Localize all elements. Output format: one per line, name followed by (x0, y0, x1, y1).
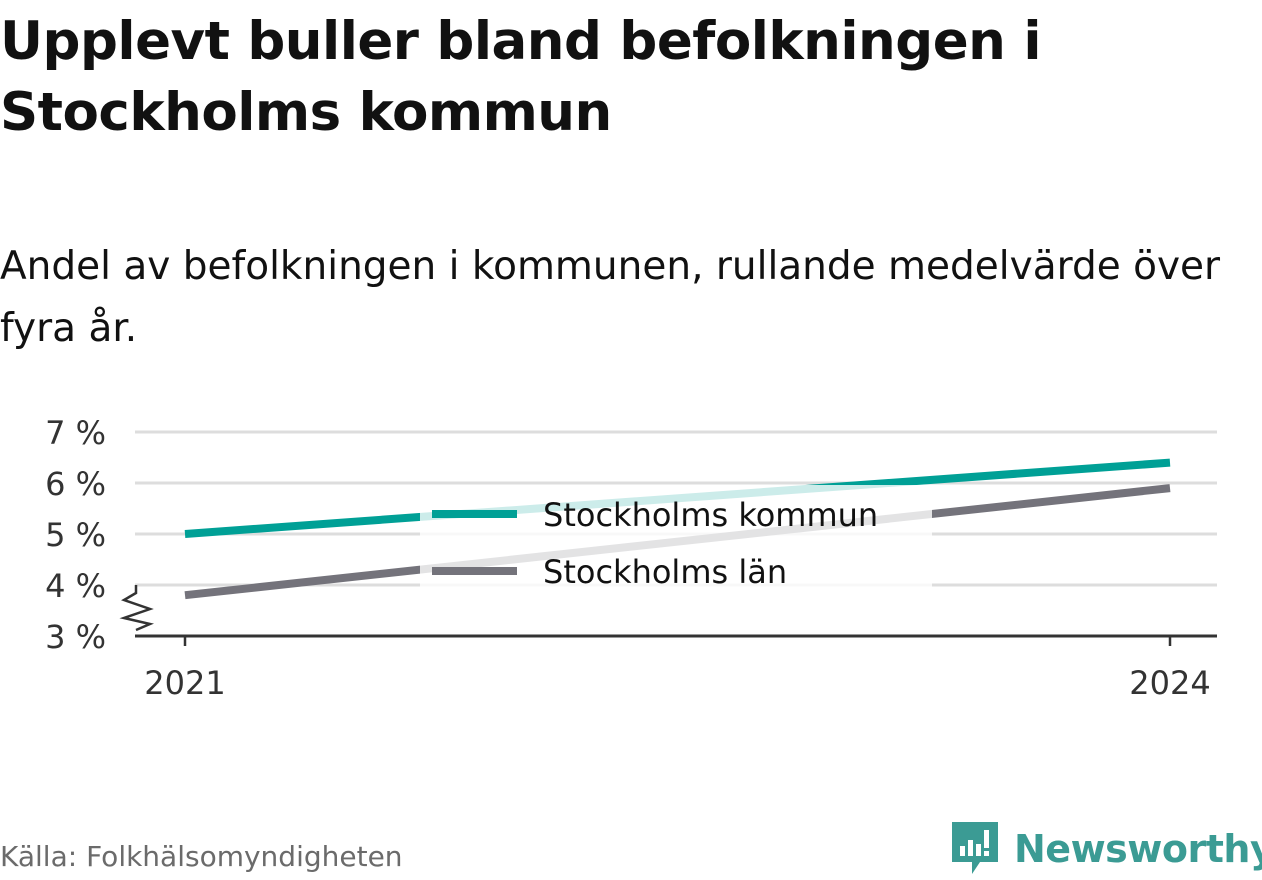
y-tick-label: 6 % (45, 465, 106, 503)
x-tick-label: 2024 (1129, 664, 1210, 702)
line-chart: 3 % 4 % 5 % 6 % 7 % 2021 2024 Stockholms komm… (45, 414, 1217, 702)
newsworthy-logo: Newsworthy (950, 818, 1262, 880)
legend-label: Stockholms län (543, 553, 787, 591)
axis-break-icon (119, 585, 155, 632)
y-tick-label: 5 % (45, 516, 106, 554)
chart-subtitle: Andel av befolkningen i kommunen, rullan… (0, 244, 1221, 351)
legend: Stockholms kommun Stockholms län (420, 485, 932, 591)
newsworthy-logo-icon (952, 822, 998, 874)
chart-title: Upplevt buller bland befolkningen i Stoc… (0, 11, 1042, 143)
y-tick-label: 7 % (45, 414, 106, 452)
brand-name: Newsworthy (1014, 827, 1262, 871)
source-note: Källa: Folkhälsomyndigheten (0, 840, 403, 873)
y-tick-label: 4 % (45, 567, 106, 605)
y-axis-ticks: 3 % 4 % 5 % 6 % 7 % (45, 414, 155, 656)
legend-label: Stockholms kommun (543, 496, 878, 534)
x-tick-label: 2021 (144, 664, 225, 702)
y-tick-label: 3 % (45, 618, 106, 656)
x-axis: 2021 2024 (135, 634, 1217, 702)
